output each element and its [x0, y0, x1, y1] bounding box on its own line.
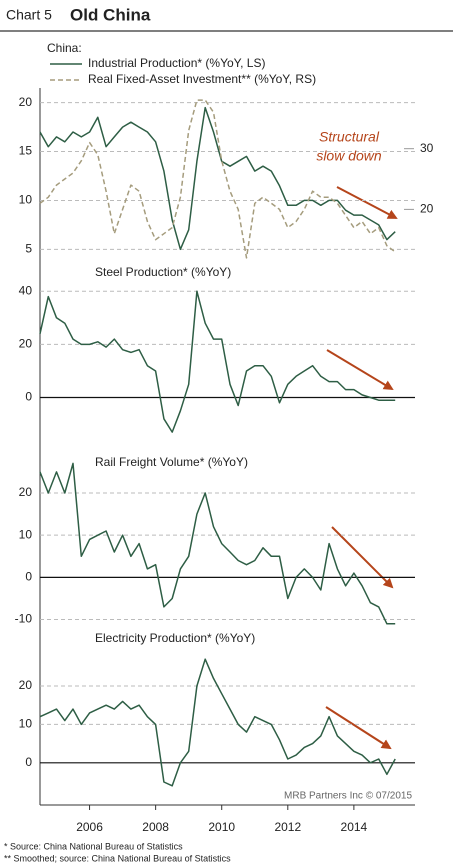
y-tick-label: 0 [25, 755, 32, 769]
y-tick-label: 5 [25, 242, 32, 256]
x-tick-label: 2010 [208, 820, 235, 834]
y-tick-label: 0 [25, 390, 32, 404]
x-tick-label: 2008 [142, 820, 169, 834]
y-tick-label: 15 [19, 144, 33, 158]
trend-arrow [325, 706, 392, 750]
y-tick-label: 20 [19, 95, 33, 109]
series-line [39, 106, 396, 251]
panel-title: Rail Freight Volume* (%YoY) [95, 455, 248, 469]
y-tick-label: 20 [19, 485, 33, 499]
series-line [39, 290, 396, 433]
trend-arrows [325, 186, 398, 750]
footnote: ** Smoothed; source: China National Bure… [4, 853, 231, 863]
legend-label: Industrial Production* (%YoY, LS) [88, 56, 265, 70]
series-line [39, 658, 396, 787]
y-tick-label: -10 [15, 612, 33, 626]
y-tick-label: 10 [19, 717, 33, 731]
y2-tick-label: 20 [420, 202, 434, 216]
y-tick-label: 10 [19, 527, 33, 541]
chart-number: Chart 5 [6, 7, 52, 23]
legend-title: China: [47, 41, 82, 55]
annotation: slow down [316, 148, 382, 164]
footnote: * Source: China National Bureau of Stati… [4, 841, 183, 851]
y2-tick-label: 30 [420, 141, 434, 155]
x-tick-label: 2012 [274, 820, 301, 834]
panel-title: Electricity Production* (%YoY) [95, 631, 255, 645]
y-tick-label: 20 [19, 337, 33, 351]
chart-title: Old China [70, 5, 151, 24]
trend-arrow [326, 349, 394, 391]
panel-title: Steel Production* (%YoY) [95, 265, 231, 279]
y-tick-label: 10 [19, 193, 33, 207]
y-tick-label: 20 [19, 678, 33, 692]
trend-arrow [336, 186, 398, 219]
annotation: Structural [319, 129, 380, 145]
y-tick-label: 0 [25, 570, 32, 584]
series-line [39, 99, 396, 259]
x-tick-label: 2014 [341, 820, 368, 834]
legend-label: Real Fixed-Asset Investment** (%YoY, RS) [88, 72, 316, 86]
x-tick-label: 2006 [76, 820, 103, 834]
credit: MRB Partners Inc © 07/2015 [284, 791, 412, 802]
y-tick-label: 40 [19, 283, 33, 297]
series-line [39, 462, 396, 625]
